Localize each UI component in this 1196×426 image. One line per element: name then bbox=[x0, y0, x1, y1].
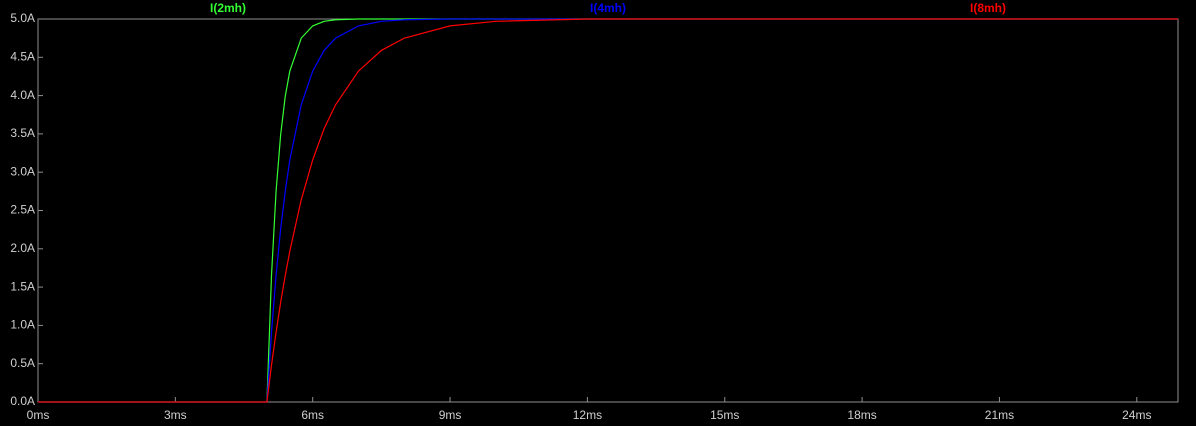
y-tick-label: 0.5A bbox=[10, 356, 35, 370]
y-tick-label: 3.5A bbox=[10, 126, 35, 140]
y-tick-label: 0.0A bbox=[10, 394, 35, 408]
y-tick-label: 4.0A bbox=[10, 88, 35, 102]
legend-label: I(4mh) bbox=[590, 1, 626, 15]
y-tick-label: 1.5A bbox=[10, 279, 35, 293]
x-tick-label: 0ms bbox=[27, 408, 50, 422]
x-tick-label: 21ms bbox=[985, 408, 1014, 422]
y-tick-label: 2.5A bbox=[10, 203, 35, 217]
x-tick-label: 18ms bbox=[847, 408, 876, 422]
y-tick-label: 1.0A bbox=[10, 318, 35, 332]
y-tick-label: 4.5A bbox=[10, 49, 35, 63]
x-tick-label: 3ms bbox=[164, 408, 187, 422]
legend-label: I(8mh) bbox=[970, 1, 1006, 15]
series-line bbox=[38, 18, 1178, 403]
y-tick-label: 5.0A bbox=[10, 11, 35, 25]
y-tick-label: 2.0A bbox=[10, 241, 35, 255]
x-tick-label: 12ms bbox=[573, 408, 602, 422]
x-tick-label: 24ms bbox=[1122, 408, 1151, 422]
y-tick-label: 3.0A bbox=[10, 164, 35, 178]
x-tick-label: 15ms bbox=[710, 408, 739, 422]
legend-label: I(2mh) bbox=[210, 1, 246, 15]
x-tick-label: 9ms bbox=[439, 408, 462, 422]
x-tick-label: 6ms bbox=[301, 408, 324, 422]
series-line bbox=[38, 18, 1178, 403]
